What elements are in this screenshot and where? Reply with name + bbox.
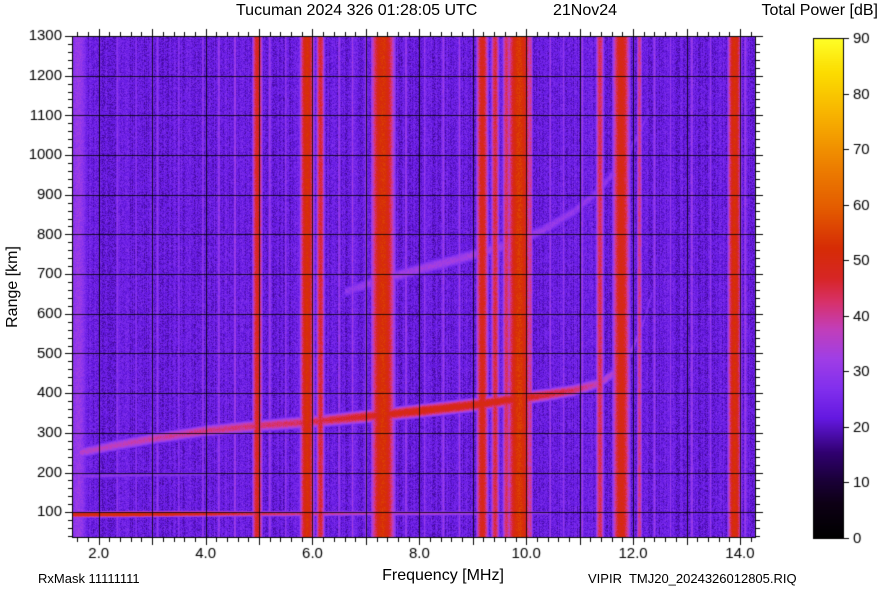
x-axis-label: Frequency [MHz]: [382, 567, 504, 584]
colorbar-title: Total Power [dB]: [761, 2, 879, 19]
rx-mask-label: RxMask 11111111: [38, 571, 140, 586]
y-axis-label: Range [km]: [4, 246, 21, 328]
chart-title: Tucuman 2024 326 01:28:05 UTC: [236, 2, 478, 19]
chart-date: 21Nov24: [553, 2, 618, 19]
file-id-label: VIPIR TMJ20_2024326012805.RIQ: [588, 571, 797, 586]
